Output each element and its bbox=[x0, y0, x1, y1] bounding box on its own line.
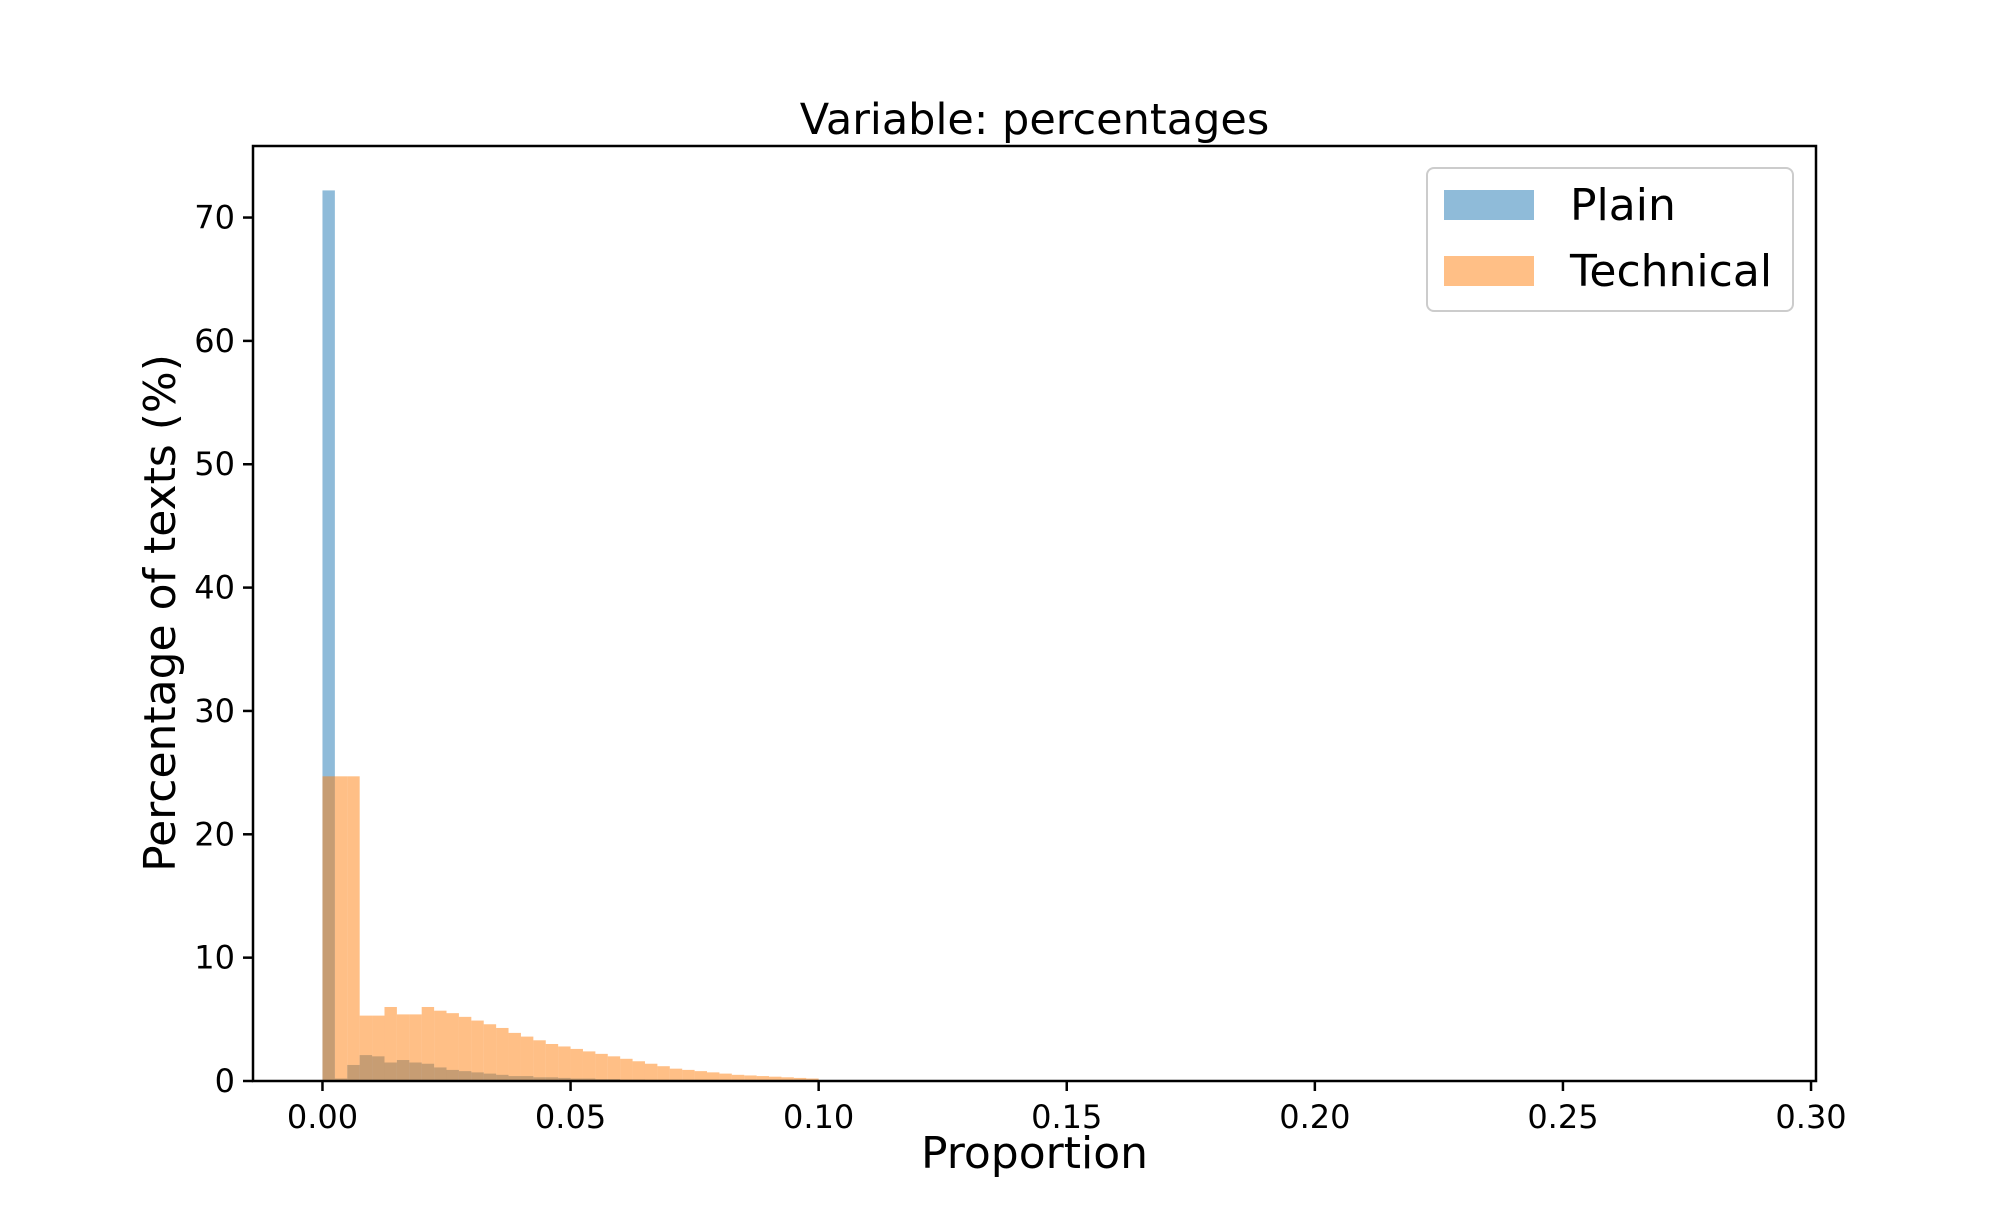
y-tick-label: 10 bbox=[194, 939, 235, 977]
y-tick-label: 0 bbox=[215, 1062, 235, 1100]
x-tick-label: 0.05 bbox=[535, 1098, 606, 1136]
bar-technical bbox=[521, 1037, 533, 1081]
bar-technical bbox=[595, 1054, 607, 1081]
bar-technical bbox=[657, 1066, 669, 1081]
bar-technical bbox=[509, 1033, 521, 1081]
bar-technical bbox=[409, 1014, 421, 1081]
y-axis: 0 10 20 30 40 50 60 70 bbox=[194, 199, 253, 1100]
y-tick-label: 30 bbox=[194, 692, 235, 730]
bar-technical bbox=[347, 776, 359, 1081]
bar-technical bbox=[583, 1051, 595, 1081]
series-plain bbox=[322, 190, 756, 1081]
legend-label-technical: Technical bbox=[1569, 246, 1772, 297]
bar-technical bbox=[608, 1056, 620, 1081]
bar-technical bbox=[459, 1017, 471, 1081]
bar-technical bbox=[558, 1046, 570, 1081]
bar-technical bbox=[695, 1071, 707, 1081]
bar-technical bbox=[571, 1049, 583, 1081]
chart-title: Variable: percentages bbox=[800, 95, 1269, 145]
y-tick-label: 70 bbox=[194, 199, 235, 237]
bar-technical bbox=[471, 1021, 483, 1081]
bar-technical bbox=[397, 1014, 409, 1081]
bar-technical bbox=[707, 1072, 719, 1081]
legend-swatch-technical bbox=[1444, 256, 1534, 286]
legend-label-plain: Plain bbox=[1570, 180, 1676, 231]
bar-technical bbox=[372, 1016, 384, 1081]
legend: Plain Technical bbox=[1427, 168, 1793, 311]
bar-technical bbox=[546, 1044, 558, 1081]
series-technical bbox=[322, 776, 818, 1081]
bar-technical bbox=[322, 776, 334, 1081]
x-tick-label: 0.20 bbox=[1279, 1098, 1350, 1136]
bar-technical bbox=[447, 1013, 459, 1081]
x-tick-label: 0.00 bbox=[287, 1098, 358, 1136]
bars-layer bbox=[322, 190, 818, 1081]
y-tick-label: 20 bbox=[194, 815, 235, 853]
y-axis-label: Percentage of texts (%) bbox=[135, 354, 186, 872]
bar-technical bbox=[335, 776, 347, 1081]
bar-technical bbox=[645, 1064, 657, 1081]
x-tick-label: 0.25 bbox=[1527, 1098, 1598, 1136]
y-tick-label: 40 bbox=[194, 569, 235, 607]
bar-technical bbox=[360, 1016, 372, 1081]
bar-technical bbox=[620, 1059, 632, 1081]
x-tick-label: 0.10 bbox=[783, 1098, 854, 1136]
legend-swatch-plain bbox=[1444, 190, 1534, 220]
y-tick-label: 60 bbox=[194, 322, 235, 360]
bar-technical bbox=[484, 1024, 496, 1081]
bar-technical bbox=[434, 1011, 446, 1081]
y-tick-label: 50 bbox=[194, 445, 235, 483]
x-axis-label: Proportion bbox=[921, 1128, 1148, 1179]
x-tick-label: 0.30 bbox=[1775, 1098, 1846, 1136]
bar-technical bbox=[533, 1040, 545, 1081]
bar-technical bbox=[384, 1007, 396, 1081]
bar-technical bbox=[422, 1007, 434, 1081]
bar-technical bbox=[633, 1061, 645, 1081]
bar-technical bbox=[496, 1028, 508, 1081]
bar-technical bbox=[682, 1070, 694, 1081]
bar-technical bbox=[670, 1069, 682, 1081]
